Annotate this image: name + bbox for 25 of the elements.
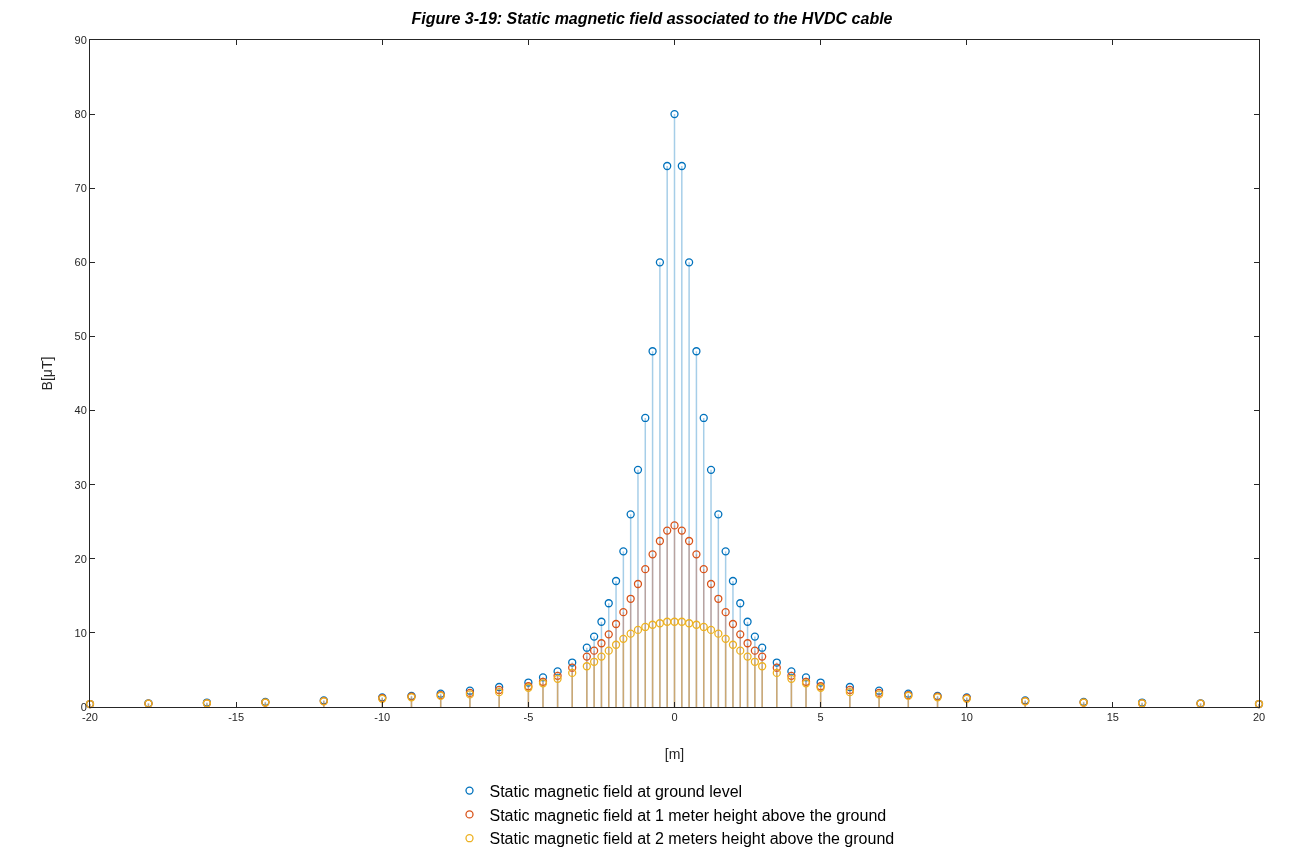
y-tick-label: 0 (80, 700, 87, 713)
y-tick-label: 80 (74, 107, 87, 120)
y-tick-label: 90 (74, 33, 87, 46)
y-tick-label: 10 (74, 626, 87, 639)
x-tick-label: -5 (523, 711, 534, 724)
x-tick-label: 5 (817, 711, 824, 724)
y-tick-label: 60 (74, 256, 87, 269)
y-tick-label: 70 (74, 182, 87, 195)
x-tick-label: -20 (82, 711, 98, 724)
legend-label: Static magnetic field at 2 meters height above the ground (489, 830, 895, 848)
x-tick-label: 0 (671, 711, 678, 724)
x-tick-label: -15 (228, 711, 245, 724)
y-axis-title: B[μT] (39, 356, 55, 391)
y-tick-label: 50 (74, 330, 87, 343)
y-tick-label: 20 (74, 552, 87, 565)
chart-title: Figure 3-19: Static magnetic field associated to the HVDC cable (411, 10, 893, 28)
legend-label: Static magnetic field at 1 meter height above the ground (489, 806, 887, 824)
x-tick-label: -10 (374, 711, 391, 724)
x-axis-title: [m] (664, 746, 685, 762)
x-tick-label: 15 (1106, 711, 1120, 724)
y-tick-label: 40 (74, 404, 87, 417)
x-tick-label: 10 (960, 711, 973, 724)
x-tick-label: 20 (1252, 711, 1266, 724)
legend-label: Static magnetic field at ground level (489, 782, 743, 800)
y-tick-label: 30 (74, 478, 87, 491)
